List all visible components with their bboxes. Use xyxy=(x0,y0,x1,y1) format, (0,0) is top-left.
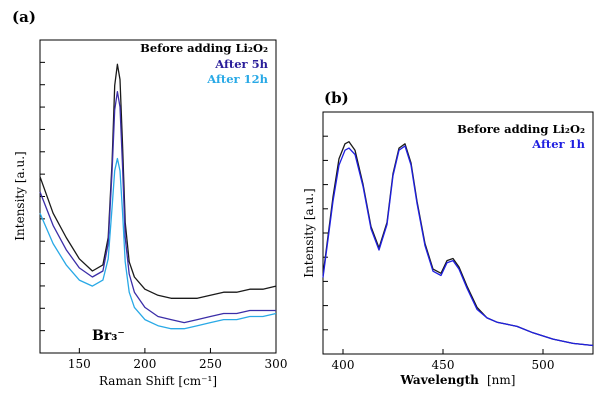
panel-a-legend-entry-2: After 5h xyxy=(214,57,268,71)
panel-a: (a) 150 200 250 300 Before adding Li₂O₂ Aft… xyxy=(12,8,287,388)
panel-b-y-axis-title: Intensity [a.u.] xyxy=(302,188,316,277)
panel-a-x-tick-label: 300 xyxy=(265,357,288,371)
panel-b-series xyxy=(322,141,594,347)
panel-a-legend-entry-1: Before adding Li₂O₂ xyxy=(140,41,268,55)
br3-annotation: Br₃⁻ xyxy=(92,328,125,344)
panel-a-label: (a) xyxy=(12,8,36,26)
panel-a-x-tick-label: 150 xyxy=(68,357,91,371)
panel-a-y-ticks xyxy=(40,61,45,332)
panel-a-x-ticks: 150 200 250 300 xyxy=(68,348,288,371)
panel-b-y-ticks xyxy=(323,135,328,331)
panel-b-x-tick-label: 400 xyxy=(332,358,355,372)
panel-a-legend-entry-3: After 12h xyxy=(206,72,268,86)
panel-a-x-tick-label: 250 xyxy=(199,357,222,371)
panel-b-legend-entry-2: After 1h xyxy=(531,137,585,151)
panel-a-series-line-3 xyxy=(39,157,277,330)
panel-b-x-ticks: 400 450 500 xyxy=(332,349,555,372)
panel-b-series-line-1 xyxy=(322,141,594,347)
panel-a-series-line-2 xyxy=(39,91,276,324)
panel-a-series xyxy=(39,63,277,330)
panel-b-x-axis-title: Wavelength [nm] xyxy=(400,369,516,388)
panel-a-series-line-1 xyxy=(39,63,277,299)
panel-a-y-axis-title: Intensity [a.u.] xyxy=(13,151,27,240)
panel-b-x-tick-label: 500 xyxy=(532,358,555,372)
panel-b-label: (b) xyxy=(324,89,349,107)
panel-b: (b) 400 450 500 Before adding Li₂O₂ After … xyxy=(302,89,594,388)
panel-a-x-tick-label: 200 xyxy=(133,357,156,371)
panel-b-x-tick-label: 450 xyxy=(432,358,455,372)
panel-b-series-line-2 xyxy=(322,145,594,347)
panel-a-plot-frame xyxy=(39,39,277,354)
panel-b-legend-entry-1: Before adding Li₂O₂ xyxy=(457,122,585,136)
panel-a-x-axis-title: Raman Shift [cm⁻¹] xyxy=(99,374,217,388)
